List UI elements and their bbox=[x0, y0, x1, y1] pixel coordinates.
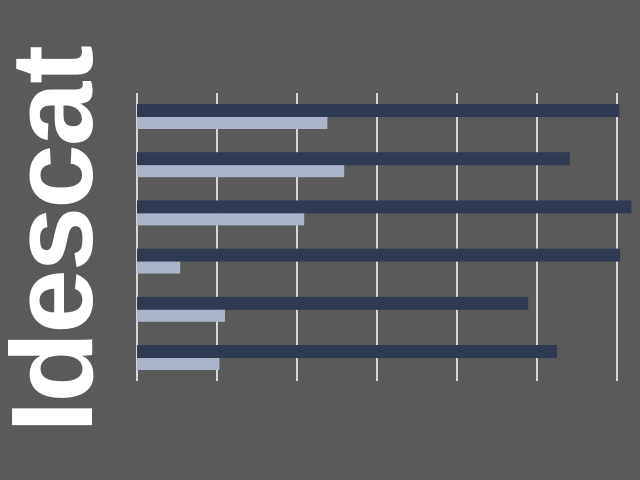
dark-bar bbox=[137, 104, 620, 117]
dark-bar bbox=[137, 152, 570, 166]
light-bar bbox=[137, 309, 225, 322]
light-bar bbox=[137, 261, 181, 274]
light-bar bbox=[137, 358, 220, 370]
light-bar bbox=[137, 213, 305, 226]
dark-bar bbox=[137, 200, 632, 214]
light-bar bbox=[137, 165, 345, 178]
light-bar bbox=[137, 117, 328, 129]
dark-bar bbox=[137, 345, 557, 358]
dark-bar bbox=[137, 248, 621, 262]
dark-bar bbox=[137, 296, 529, 310]
